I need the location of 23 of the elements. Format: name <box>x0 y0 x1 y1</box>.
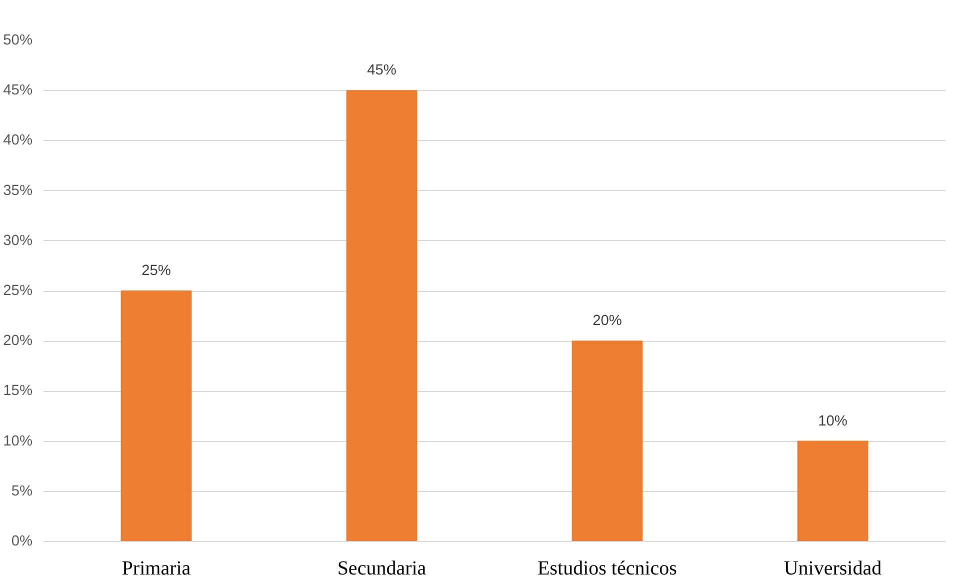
data-label: 20% <box>592 313 622 330</box>
y-tick-label: 15% <box>3 383 33 400</box>
bar <box>120 290 192 542</box>
y-tick-label: 0% <box>11 534 33 550</box>
x-tick-label: Primaria <box>122 558 191 580</box>
y-tick-label: 35% <box>3 182 33 199</box>
data-label: 45% <box>367 62 396 79</box>
bar <box>572 340 643 542</box>
data-label: 25% <box>142 263 171 279</box>
y-tick-label: 10% <box>3 433 33 450</box>
data-label: 10% <box>818 413 848 430</box>
x-tick-label: Universidad <box>784 558 882 580</box>
x-tick-label: Secundaria <box>337 558 426 580</box>
y-tick-label: 30% <box>3 232 33 249</box>
bar <box>797 440 868 542</box>
y-tick-label: 45% <box>3 82 33 99</box>
y-tick-label: 40% <box>3 132 33 149</box>
x-tick-label: Estudios técnicos <box>538 558 678 580</box>
y-tick-label: 5% <box>11 483 33 500</box>
bar <box>346 90 418 542</box>
y-tick-label: 50% <box>3 32 33 48</box>
y-tick-label: 20% <box>3 333 33 350</box>
y-tick-label: 25% <box>3 283 33 299</box>
